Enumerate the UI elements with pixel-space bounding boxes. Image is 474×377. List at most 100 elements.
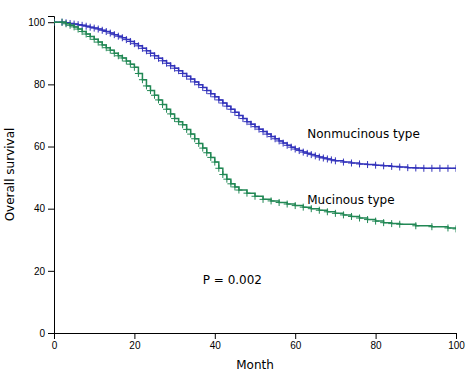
censor-marker bbox=[207, 90, 214, 97]
survival-line bbox=[54, 22, 456, 168]
tick: 40 bbox=[34, 203, 54, 214]
censor-marker bbox=[348, 213, 355, 220]
censor-marker bbox=[428, 223, 435, 230]
tick: 20 bbox=[129, 333, 141, 351]
censor-marker bbox=[324, 208, 331, 215]
tick-label: 20 bbox=[34, 266, 46, 277]
axis-line bbox=[55, 334, 457, 340]
censor-marker bbox=[292, 202, 299, 209]
censor-marker bbox=[151, 92, 158, 99]
censor-marker bbox=[412, 164, 419, 171]
tick-label: 0 bbox=[39, 328, 45, 339]
tick-label: 60 bbox=[34, 141, 46, 152]
censor-marker bbox=[312, 152, 319, 159]
censor-marker bbox=[119, 54, 126, 61]
tick-mark bbox=[215, 333, 216, 339]
censor-marker bbox=[284, 142, 291, 149]
y-axis: 020406080100 bbox=[28, 17, 54, 339]
censor-marker bbox=[87, 24, 94, 31]
censor-marker bbox=[356, 160, 363, 167]
censor-marker bbox=[453, 225, 457, 232]
censor-marker bbox=[372, 218, 379, 225]
censor-marker bbox=[332, 210, 339, 217]
censor-marker bbox=[199, 84, 206, 91]
censor-marker bbox=[300, 204, 307, 211]
censor-marker bbox=[107, 30, 114, 37]
censor-marker bbox=[131, 64, 138, 71]
tick-label: 0 bbox=[52, 340, 58, 351]
series bbox=[54, 19, 456, 172]
censor-marker bbox=[316, 207, 323, 214]
tick-mark bbox=[376, 333, 377, 339]
censor-marker bbox=[167, 110, 174, 117]
censor-marker bbox=[227, 106, 234, 113]
tick: 100 bbox=[448, 333, 465, 351]
censor-marker bbox=[219, 100, 226, 107]
censor-marker bbox=[444, 165, 451, 172]
censor-marker bbox=[324, 155, 331, 162]
censor-marker bbox=[276, 199, 283, 206]
censor-marker bbox=[83, 23, 90, 30]
censor-marker bbox=[54, 19, 58, 26]
censor-marker bbox=[396, 221, 403, 228]
annotations: Nonmucinous typeMucinous typeP = 0.002 bbox=[203, 127, 420, 287]
series bbox=[54, 19, 456, 233]
plot: 020406080100020406080100Nonmucinous type… bbox=[28, 17, 465, 352]
censor-marker bbox=[235, 187, 242, 194]
tick: 100 bbox=[28, 17, 54, 28]
tick: 80 bbox=[371, 333, 383, 351]
tick-label: 60 bbox=[290, 340, 302, 351]
censor-marker bbox=[284, 201, 291, 208]
tick-label: 40 bbox=[210, 340, 222, 351]
chart: 020406080100020406080100Nonmucinous type… bbox=[0, 0, 474, 377]
tick-mark bbox=[48, 22, 54, 23]
censor-marker bbox=[99, 27, 106, 34]
censor-marker bbox=[143, 82, 150, 89]
tick-mark bbox=[48, 271, 54, 272]
censor-marker bbox=[123, 36, 130, 43]
annotation: Nonmucinous type bbox=[307, 127, 420, 141]
tick-label: 100 bbox=[448, 340, 465, 351]
censor-marker bbox=[340, 159, 347, 166]
censor-marker bbox=[183, 126, 190, 133]
censor-marker bbox=[215, 165, 222, 172]
x-axis-title: Month bbox=[236, 358, 274, 372]
censor-marker bbox=[404, 164, 411, 171]
censor-marker bbox=[123, 58, 130, 65]
censor-marker bbox=[63, 20, 70, 27]
censor-marker bbox=[388, 220, 395, 227]
censor-marker bbox=[179, 121, 186, 128]
censor-marker bbox=[235, 112, 242, 119]
censor-marker bbox=[171, 115, 178, 122]
censor-marker bbox=[119, 34, 126, 41]
tick: 60 bbox=[34, 141, 54, 152]
censor-marker bbox=[380, 162, 387, 169]
tick-label: 80 bbox=[371, 340, 383, 351]
tick-mark bbox=[48, 147, 54, 148]
censor-marker bbox=[175, 118, 182, 125]
censor-marker bbox=[203, 149, 210, 156]
axis-line bbox=[48, 17, 55, 334]
censor-marker bbox=[316, 154, 323, 161]
censor-marker bbox=[59, 19, 66, 26]
censor-marker bbox=[215, 96, 222, 103]
censor-marker bbox=[356, 215, 363, 222]
censor-marker bbox=[103, 28, 110, 35]
censor-marker bbox=[328, 156, 335, 163]
tick-label: 100 bbox=[28, 17, 45, 28]
censor-marker bbox=[111, 31, 118, 38]
censor-marker bbox=[444, 224, 451, 231]
censor-marker bbox=[195, 140, 202, 147]
tick: 60 bbox=[290, 333, 302, 351]
tick-label: 20 bbox=[129, 340, 141, 351]
censor-marker bbox=[292, 146, 299, 153]
tick-mark bbox=[456, 333, 457, 339]
tick: 20 bbox=[34, 266, 54, 277]
annotation: P = 0.002 bbox=[203, 273, 262, 287]
censor-marker bbox=[191, 135, 198, 142]
tick-label: 40 bbox=[34, 203, 46, 214]
censor-marker bbox=[231, 109, 238, 116]
censor-marker bbox=[380, 219, 387, 226]
tick: 40 bbox=[210, 333, 222, 351]
censor-marker bbox=[436, 165, 443, 172]
